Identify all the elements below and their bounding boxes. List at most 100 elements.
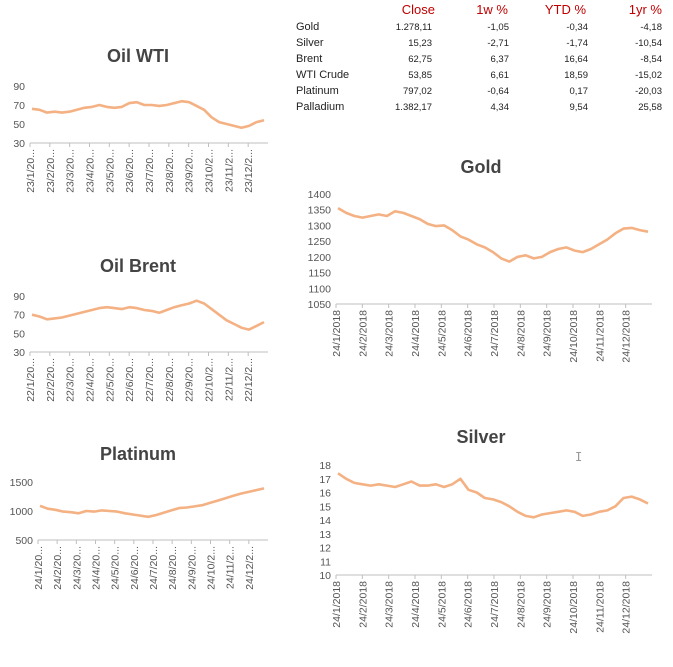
chart-title-silver: Silver xyxy=(456,427,505,447)
cell-brent-1w: 6,37 xyxy=(490,54,510,65)
y-tick-label: 1150 xyxy=(308,268,331,280)
series-line-brent xyxy=(31,299,265,331)
x-tick-label: 23/5/20... xyxy=(104,149,116,193)
x-tick-label: 23/10/2... xyxy=(204,149,216,193)
y-tick-label: 50 xyxy=(13,119,25,131)
y-tick-label: 1000 xyxy=(10,506,34,518)
y-tick-label: 1250 xyxy=(308,236,332,248)
x-tick-label: 24/3/2018 xyxy=(384,581,396,628)
header-ytd: YTD % xyxy=(544,2,586,17)
y-tick-label: 11 xyxy=(320,556,331,568)
x-tick-label: 24/11/2... xyxy=(225,546,237,589)
x-tick-label: 23/6/20... xyxy=(124,149,136,193)
cell-silver-1w: -2,71 xyxy=(487,38,509,49)
y-tick-label: 500 xyxy=(15,535,33,547)
cell-brent-close: 62,75 xyxy=(408,54,432,65)
cell-gold-close: 1.278,11 xyxy=(395,22,432,33)
y-tick-label: 17 xyxy=(319,474,331,486)
x-tick-label: 24/5/2018 xyxy=(436,310,448,357)
x-tick-label: 24/1/2018 xyxy=(331,310,343,357)
y-tick-label: 1100 xyxy=(308,283,331,295)
cell-silver-ytd: -1,74 xyxy=(566,38,588,49)
x-tick-label: 22/1/20... xyxy=(25,358,37,402)
x-tick-label: 24/9/2018 xyxy=(542,310,554,357)
chart-title-wti: Oil WTI xyxy=(107,46,169,66)
x-tick-label: 22/9/20... xyxy=(184,358,196,402)
cell-silver-close: 15,23 xyxy=(408,38,432,49)
x-tick-label: 24/3/2018 xyxy=(384,310,396,357)
x-tick-label: 22/5/20... xyxy=(104,358,116,402)
series-line-platinum xyxy=(39,487,265,519)
chart-wti: Oil WTI 30 50 70 90 23/1/20... 23/2/20... 23/3/… xyxy=(13,46,268,193)
x-tick-label: 24/8/20... xyxy=(167,546,179,590)
x-tick-label: 22/4/20... xyxy=(85,358,97,402)
x-tick-label: 24/1/2018 xyxy=(331,581,343,628)
chart-gold: Gold 1050 1100 1150 1200 1250 1300 1350 1400 24/1… xyxy=(308,157,652,363)
row-label-brent: Brent xyxy=(296,53,323,65)
x-tick-label: 24/2/20... xyxy=(52,546,64,590)
x-tick-label: 22/10/2... xyxy=(204,358,216,402)
x-tick-label: 24/9/2018 xyxy=(542,581,554,628)
y-tick-label: 10 xyxy=(319,570,331,582)
cell-gold-1yr: -4,18 xyxy=(640,22,662,33)
x-tick-label: 24/5/2018 xyxy=(436,581,448,628)
x-tick-label: 24/2/2018 xyxy=(357,581,369,628)
x-tick-label: 23/4/20... xyxy=(85,149,97,193)
x-tick-label: 22/11/2... xyxy=(223,358,235,401)
cell-palladium-1w: 4,34 xyxy=(490,102,510,113)
x-tick-label: 23/9/20... xyxy=(184,149,196,193)
x-tick-label: 24/4/20... xyxy=(91,546,103,590)
cell-brent-1yr: -8,54 xyxy=(640,54,662,65)
cell-brent-ytd: 16,64 xyxy=(564,54,588,65)
x-tick-label: 23/1/20... xyxy=(25,149,37,193)
x-tick-label: 24/10/2018 xyxy=(568,310,580,363)
cell-wti-1w: 6,61 xyxy=(490,70,510,81)
y-tick-label: 90 xyxy=(13,81,25,93)
y-tick-label: 16 xyxy=(319,488,331,500)
y-tick-label: 1500 xyxy=(10,477,34,489)
x-tick-label: 23/7/20... xyxy=(144,149,156,193)
y-tick-label: 14 xyxy=(319,515,331,527)
y-tick-label: 12 xyxy=(319,543,331,555)
x-tick-label: 23/12/2... xyxy=(243,149,255,193)
y-tick-label: 1200 xyxy=(308,252,332,264)
y-tick-label: 50 xyxy=(13,328,25,340)
header-close: Close xyxy=(401,2,435,17)
x-tick-label: 24/7/2018 xyxy=(489,310,501,357)
x-tick-label: 24/7/2018 xyxy=(489,581,501,628)
y-tick-label: 30 xyxy=(13,347,25,359)
x-tick-label: 24/10/2018 xyxy=(568,581,580,634)
x-tick-label: 24/12/2018 xyxy=(621,581,633,634)
x-tick-label: 24/6/2018 xyxy=(463,581,475,628)
cell-wti-close: 53,85 xyxy=(408,70,432,81)
x-tick-label: 24/6/20... xyxy=(129,546,141,590)
x-tick-label: 22/3/20... xyxy=(65,358,77,402)
cell-wti-ytd: 18,59 xyxy=(564,70,588,81)
row-label-platinum: Platinum xyxy=(296,85,339,97)
header-1yr: 1yr % xyxy=(628,2,662,17)
x-tick-label: 22/7/20... xyxy=(144,358,156,402)
cell-palladium-1yr: 25,58 xyxy=(638,102,662,113)
x-tick-label: 22/6/20... xyxy=(124,358,136,402)
x-tick-label: 24/4/2018 xyxy=(410,310,422,357)
chart-brent: Oil Brent 30 50 70 90 22/1/20... 22/2/20... 22/… xyxy=(13,256,268,402)
header-1w: 1w % xyxy=(476,2,508,17)
series-line-silver xyxy=(337,472,649,519)
row-label-gold: Gold xyxy=(296,21,320,33)
x-tick-label: 24/8/2018 xyxy=(515,581,527,628)
cell-gold-ytd: -0,34 xyxy=(566,22,588,33)
row-label-palladium: Palladium xyxy=(296,101,345,113)
chart-title-brent: Oil Brent xyxy=(100,256,176,276)
cell-platinum-1yr: -20,03 xyxy=(635,86,662,97)
x-tick-label: 24/4/2018 xyxy=(410,581,422,628)
cell-platinum-1w: -0,64 xyxy=(487,86,509,97)
x-tick-label: 22/8/20... xyxy=(164,358,176,402)
y-tick-label: 13 xyxy=(319,529,331,541)
x-tick-label: 22/12/2... xyxy=(243,358,255,402)
y-tick-label: 15 xyxy=(319,501,331,513)
x-tick-label: 22/2/20... xyxy=(45,358,57,402)
x-tick-label: 23/3/20... xyxy=(65,149,77,193)
cell-platinum-close: 797,02 xyxy=(402,86,432,97)
